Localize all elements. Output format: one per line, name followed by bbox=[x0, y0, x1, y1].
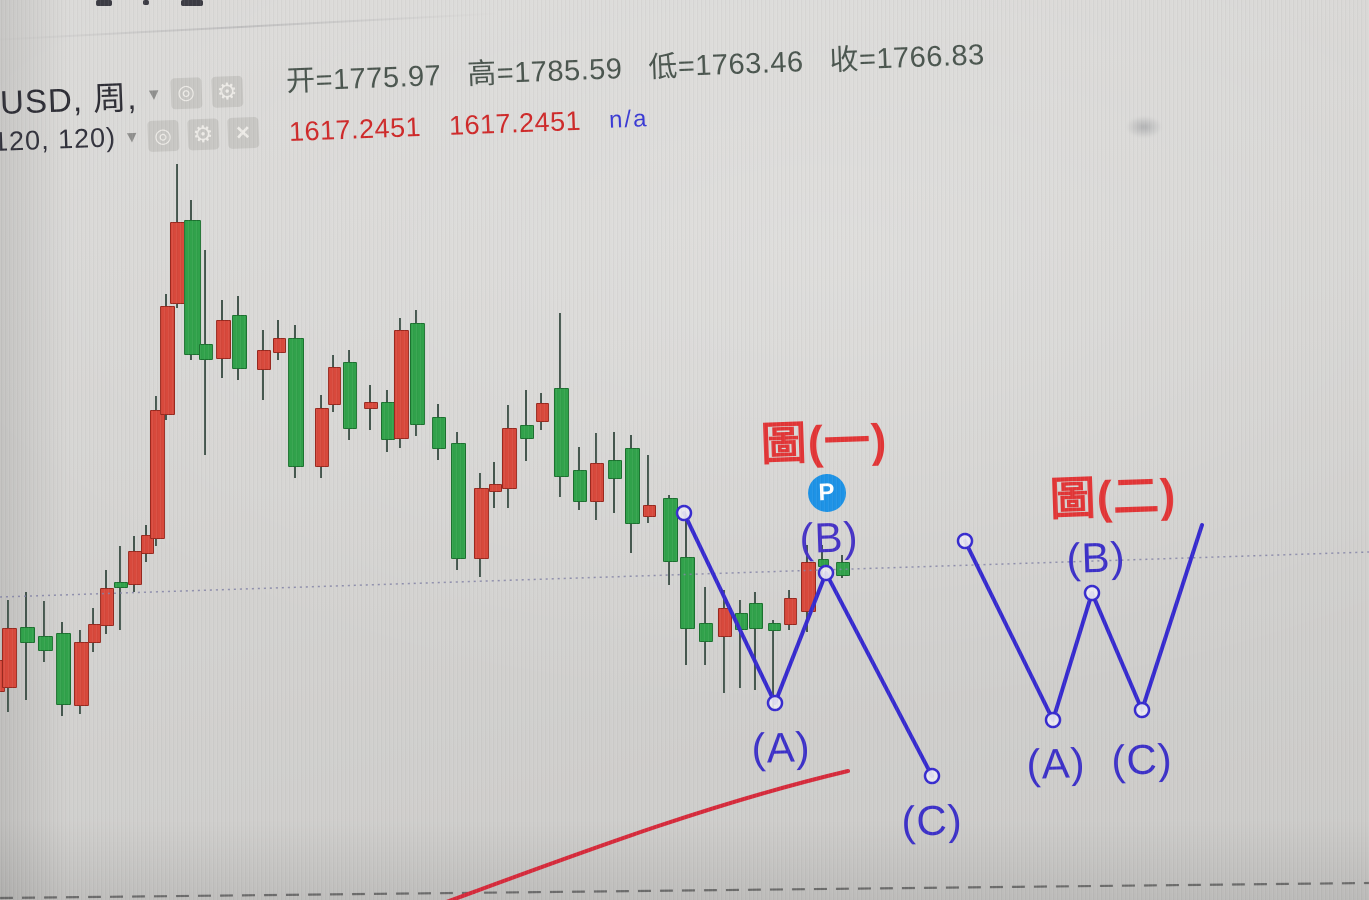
fig2-title-label[interactable]: 圖(二) bbox=[1048, 468, 1178, 526]
clipped-toolbar-artifact bbox=[96, 0, 112, 6]
fig2-wave-b-label[interactable]: (B) bbox=[1065, 532, 1127, 583]
clipped-toolbar-artifact bbox=[181, 0, 203, 6]
wave-handle[interactable] bbox=[923, 767, 941, 785]
fig1-wave-a-label[interactable]: (A) bbox=[750, 722, 812, 773]
fig2-wave-c-label[interactable]: (C) bbox=[1110, 734, 1174, 785]
pattern-badge-icon[interactable]: P bbox=[807, 473, 847, 513]
screen-smudge bbox=[1126, 116, 1162, 138]
fig1-wave-c-label[interactable]: (C) bbox=[900, 795, 964, 846]
fig2-wave-a-label[interactable]: (A) bbox=[1025, 738, 1087, 789]
fig1-wave-b-label[interactable]: (B) bbox=[798, 512, 860, 563]
chart-bottom-dashed-line bbox=[0, 881, 1369, 900]
wave-handle[interactable] bbox=[766, 694, 784, 712]
wave-handle[interactable] bbox=[956, 532, 974, 550]
red-trendline[interactable] bbox=[430, 769, 850, 900]
wave-handle[interactable] bbox=[1044, 711, 1062, 729]
wave-handle[interactable] bbox=[1083, 584, 1101, 602]
fig1-title-label[interactable]: 圖(一) bbox=[759, 413, 889, 471]
clipped-toolbar-artifact bbox=[143, 0, 149, 5]
wave-handle[interactable] bbox=[1133, 701, 1151, 719]
